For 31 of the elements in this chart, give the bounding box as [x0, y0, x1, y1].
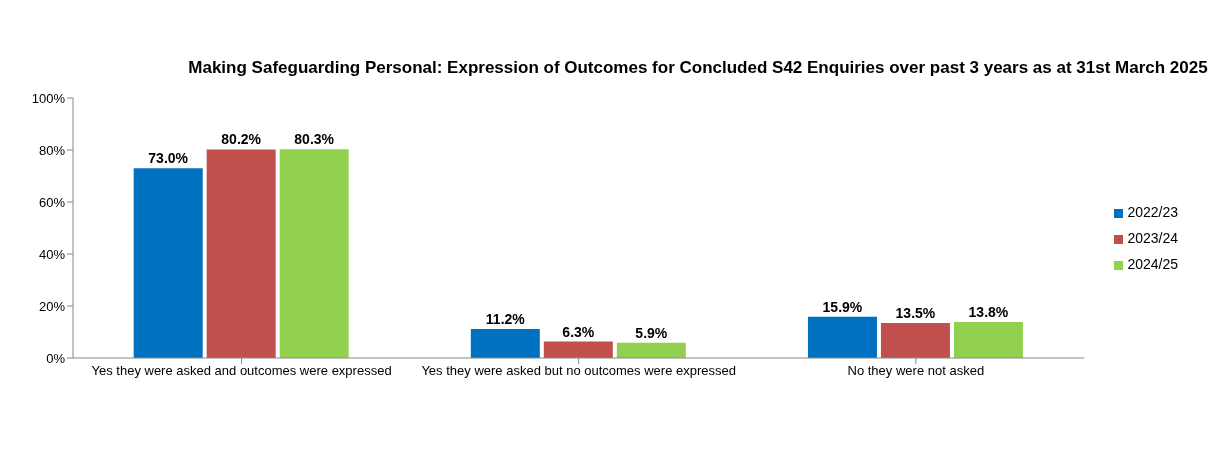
- y-tick-label: 60%: [38, 194, 66, 210]
- data-label: 5.9%: [635, 324, 668, 341]
- x-tick-label: Yes they were asked but no outcomes were expressed: [421, 363, 736, 379]
- data-label: 6.3%: [562, 323, 595, 340]
- chart-title: Making Safeguarding Personal: Expression of Outcomes for Concluded S42 Enquiries over past 3 years as at 31st March 2025: [187, 57, 1208, 77]
- y-tick-label: 40%: [38, 246, 66, 262]
- data-label: 15.9%: [822, 298, 863, 315]
- bar: [616, 342, 686, 358]
- y-tick-label: 0%: [46, 350, 66, 366]
- data-label: 80.2%: [221, 131, 262, 148]
- x-tick-label: No they were not asked: [847, 363, 985, 379]
- y-tick-label: 20%: [38, 298, 66, 314]
- x-tick-label: Yes they were asked and outcomes were expressed: [91, 363, 392, 379]
- bar: [880, 322, 950, 358]
- legend-label: 2024/25: [1127, 256, 1178, 272]
- bar: [133, 168, 203, 358]
- bar: [470, 328, 540, 358]
- data-label: 80.3%: [294, 131, 335, 148]
- bar: [279, 149, 349, 358]
- bar: [953, 322, 1023, 358]
- data-label: 73.0%: [148, 150, 189, 167]
- legend-label: 2022/23: [1127, 204, 1178, 220]
- bar: [206, 149, 276, 358]
- bar: [807, 316, 877, 358]
- bar: [543, 341, 613, 358]
- y-tick-label: 80%: [38, 142, 66, 158]
- data-label: 13.8%: [968, 304, 1009, 321]
- legend-label: 2023/24: [1127, 230, 1178, 246]
- data-label: 11.2%: [485, 310, 526, 327]
- data-label: 13.5%: [895, 304, 936, 321]
- y-tick-label: 100%: [31, 90, 66, 106]
